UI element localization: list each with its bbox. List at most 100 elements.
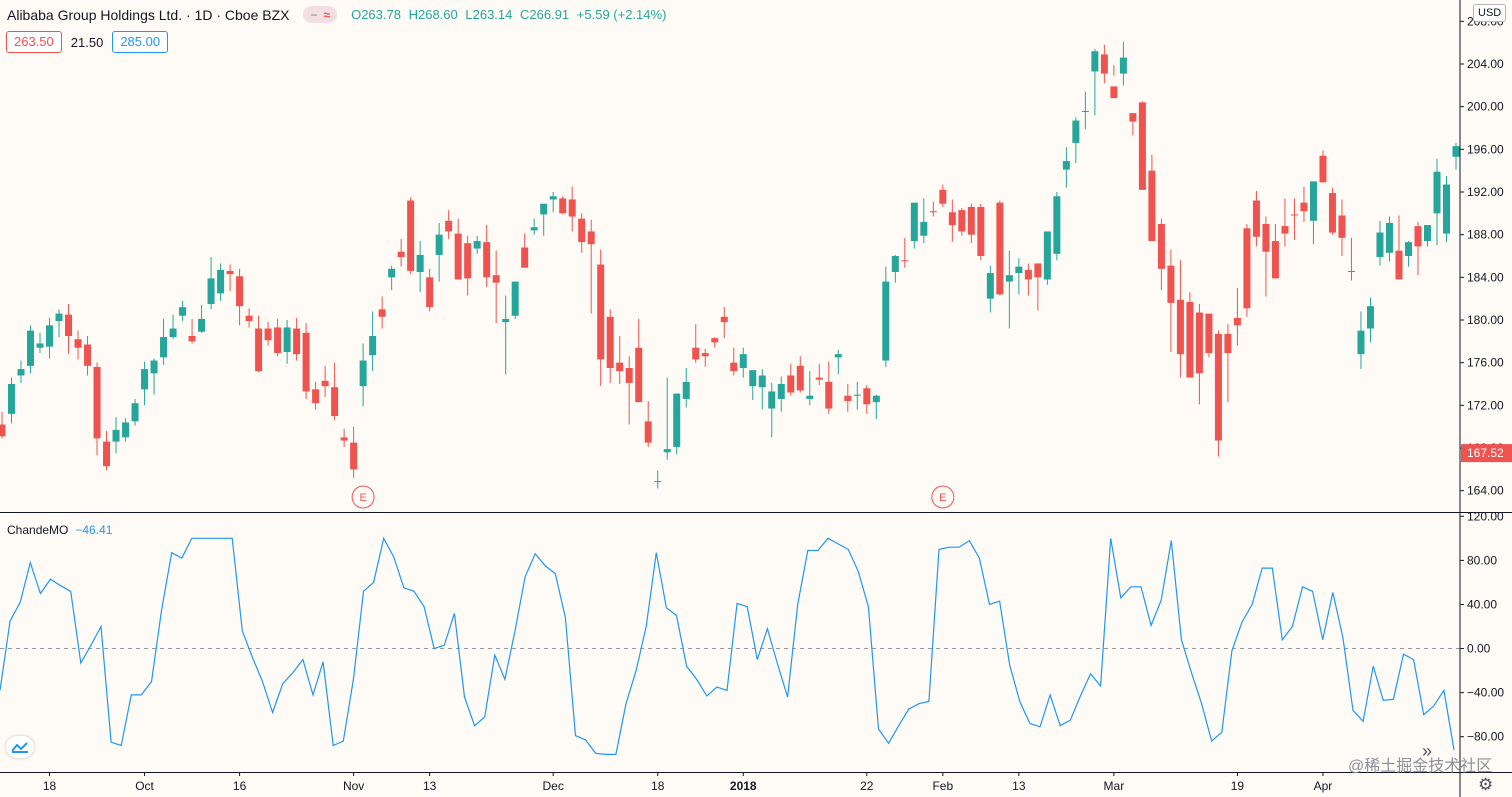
- time-tick-label: Oct: [135, 779, 154, 793]
- candle-body: [1243, 228, 1251, 309]
- candle-body: [644, 421, 652, 443]
- candle: [1385, 216, 1393, 262]
- candle-body: [1281, 226, 1289, 234]
- candle: [207, 257, 215, 310]
- candle: [1442, 176, 1450, 243]
- candle-body: [1433, 171, 1441, 214]
- candle-body: [587, 231, 595, 245]
- price-tick-label: 200.00: [1467, 100, 1504, 114]
- watermark: @稀土掘金技术社区: [1348, 758, 1493, 775]
- candle-body: [1167, 265, 1175, 303]
- price-tick-label: 192.00: [1467, 185, 1504, 199]
- candle-body: [540, 203, 548, 215]
- time-tick-label: Feb: [932, 779, 953, 793]
- candle: [369, 311, 377, 372]
- candle-body: [901, 260, 909, 262]
- candle-body: [1081, 110, 1089, 112]
- earnings-marker: E: [931, 485, 955, 509]
- cmo-tick-label: 0.00: [1467, 642, 1491, 656]
- candle: [1309, 181, 1317, 245]
- cmo-tick-label: −80.00: [1467, 730, 1504, 744]
- candle-body: [1053, 196, 1061, 254]
- gear-icon[interactable]: ⚙: [1478, 775, 1494, 794]
- candle-body: [749, 370, 757, 387]
- candle: [511, 281, 519, 319]
- candle-body: [236, 276, 244, 307]
- high-value: H268.60: [408, 7, 458, 22]
- candle: [255, 315, 263, 373]
- tradingview-logo-icon[interactable]: [6, 736, 34, 758]
- candle-body: [1233, 317, 1241, 326]
- time-tick-label: 18: [651, 779, 665, 793]
- double-chevron-right-icon[interactable]: »: [1422, 741, 1433, 761]
- candle: [644, 401, 652, 447]
- indicator-name[interactable]: ChandeMO: [7, 523, 69, 537]
- input-right[interactable]: 285.00: [112, 31, 169, 53]
- minus-icon[interactable]: −: [310, 7, 318, 22]
- candle: [540, 203, 548, 236]
- candle: [112, 417, 120, 454]
- symbol-legend: Alibaba Group Holdings Ltd. · 1D · Cboe …: [7, 6, 670, 23]
- candle: [530, 218, 538, 235]
- candle: [1262, 216, 1270, 297]
- candle: [483, 225, 491, 287]
- symbol-title[interactable]: Alibaba Group Holdings Ltd. · 1D · Cboe …: [7, 6, 290, 23]
- currency-button[interactable]: USD: [1473, 4, 1507, 22]
- candle: [160, 318, 168, 365]
- candle: [1290, 198, 1298, 240]
- candle-body: [293, 328, 301, 355]
- price-tick-label: 172.00: [1467, 398, 1504, 412]
- candle-body: [1271, 241, 1279, 279]
- candle-body: [445, 220, 453, 232]
- candle: [1328, 187, 1336, 235]
- candle: [188, 318, 196, 344]
- candle: [93, 362, 101, 456]
- candle-body: [1414, 226, 1422, 247]
- candle: [1148, 154, 1156, 242]
- candle-body: [0, 424, 6, 437]
- cmo-tick-label: 40.00: [1467, 597, 1497, 611]
- candle: [815, 363, 823, 386]
- legend-controls[interactable]: − ≈: [303, 6, 338, 23]
- candle: [787, 363, 795, 396]
- input-left[interactable]: 263.50: [6, 31, 62, 53]
- candle: [654, 470, 662, 489]
- time-tick-label: Nov: [343, 779, 364, 793]
- candle: [435, 222, 443, 282]
- candle: [1176, 260, 1184, 378]
- approx-icon[interactable]: ≈: [323, 7, 331, 22]
- candle-body: [1404, 242, 1412, 256]
- candle: [1005, 250, 1013, 329]
- candle-body: [27, 330, 35, 366]
- candle: [1195, 304, 1203, 405]
- candle-body: [1186, 301, 1194, 378]
- earnings-circle: [351, 485, 375, 509]
- candle: [730, 347, 738, 376]
- time-tick-label: 16: [233, 779, 247, 793]
- candle: [1252, 190, 1260, 247]
- candle-body: [692, 347, 700, 360]
- candle-body: [635, 347, 643, 403]
- candle: [1338, 199, 1346, 256]
- candle-body: [673, 393, 681, 447]
- candle-body: [1015, 266, 1023, 274]
- candle-body: [65, 314, 73, 336]
- candle: [283, 320, 291, 364]
- candle-body: [920, 221, 928, 236]
- candle-body: [1005, 275, 1013, 282]
- candle: [758, 369, 766, 410]
- candle-body: [768, 391, 776, 409]
- candle: [1110, 65, 1118, 99]
- candle-body: [1423, 225, 1431, 242]
- cmo-series: [0, 536, 1455, 755]
- candle-body: [274, 327, 282, 354]
- candle: [350, 426, 358, 478]
- candle-body: [207, 278, 215, 304]
- input-mid: 21.50: [70, 34, 104, 50]
- candle-body: [17, 369, 25, 376]
- candle-body: [986, 273, 994, 299]
- candle: [1395, 215, 1403, 280]
- candle-body: [739, 354, 747, 368]
